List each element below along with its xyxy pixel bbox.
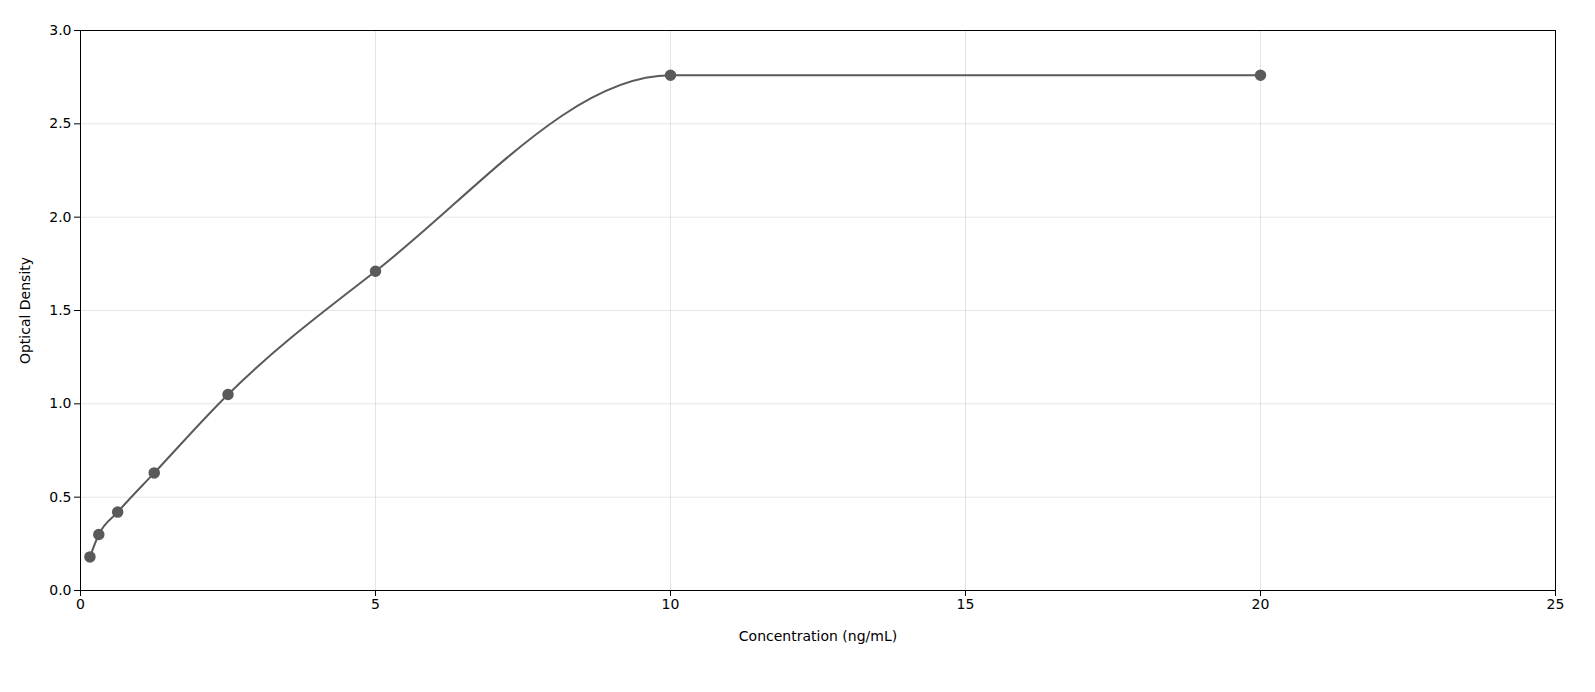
svg-text:5: 5 (371, 596, 380, 612)
svg-text:2.5: 2.5 (49, 115, 71, 131)
svg-text:10: 10 (662, 596, 680, 612)
svg-text:0: 0 (76, 596, 85, 612)
svg-text:2.0: 2.0 (49, 209, 71, 225)
svg-text:Concentration (ng/mL): Concentration (ng/mL) (739, 628, 897, 644)
svg-text:0.0: 0.0 (49, 582, 71, 598)
svg-text:1.5: 1.5 (49, 302, 71, 318)
svg-text:15: 15 (957, 596, 975, 612)
svg-text:1.0: 1.0 (49, 395, 71, 411)
svg-text:0.5: 0.5 (49, 489, 71, 505)
svg-text:25: 25 (1547, 596, 1565, 612)
svg-text:20: 20 (1252, 596, 1270, 612)
svg-text:3.0: 3.0 (49, 22, 71, 38)
svg-text:Optical Density: Optical Density (17, 257, 33, 364)
